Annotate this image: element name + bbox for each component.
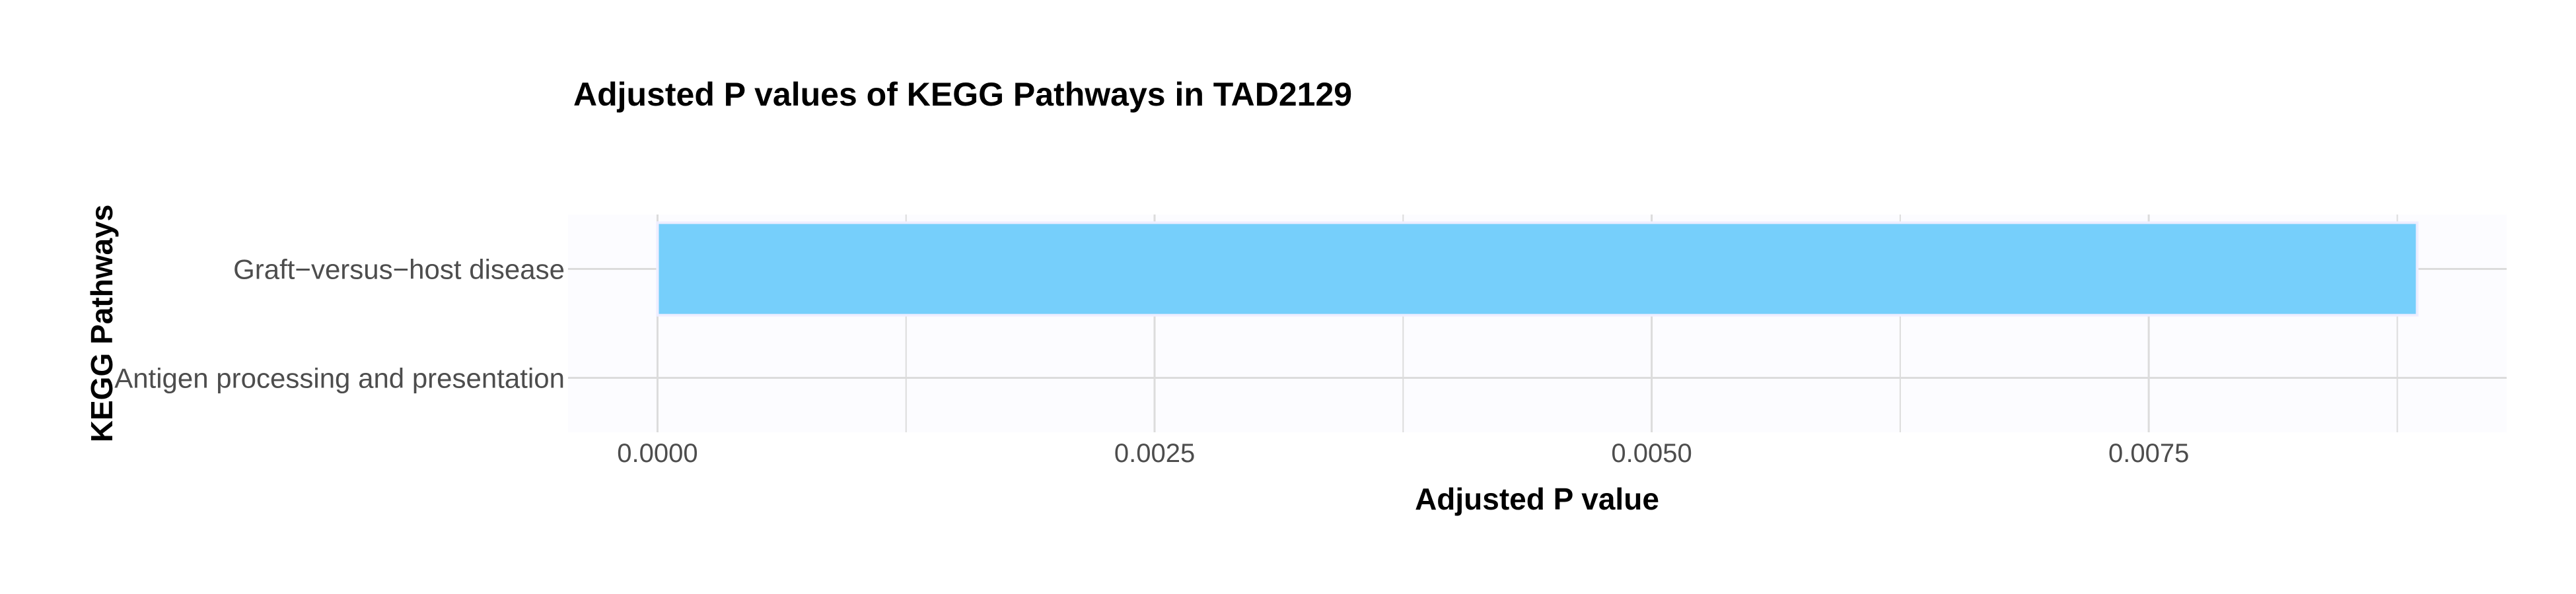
y-tick-label: Antigen processing and presentation	[114, 363, 565, 394]
bars	[656, 221, 2419, 317]
chart-title: Adjusted P values of KEGG Pathways in TA…	[573, 76, 1352, 113]
x-tick-label: 0.0025	[1114, 439, 1195, 468]
x-tick-labels: 0.0000 0.0025 0.0050 0.0075	[617, 439, 2189, 468]
x-tick-label: 0.0000	[617, 439, 698, 468]
bar	[656, 221, 2419, 317]
y-tick-label: Graft−versus−host disease	[233, 254, 565, 285]
y-tick-labels: Graft−versus−host disease Antigen process…	[114, 254, 565, 394]
x-tick-label: 0.0050	[1611, 439, 1692, 468]
x-axis-title: Adjusted P value	[1415, 482, 1659, 516]
x-tick-label: 0.0075	[2108, 439, 2189, 468]
y-axis-title: KEGG Pathways	[85, 205, 119, 442]
